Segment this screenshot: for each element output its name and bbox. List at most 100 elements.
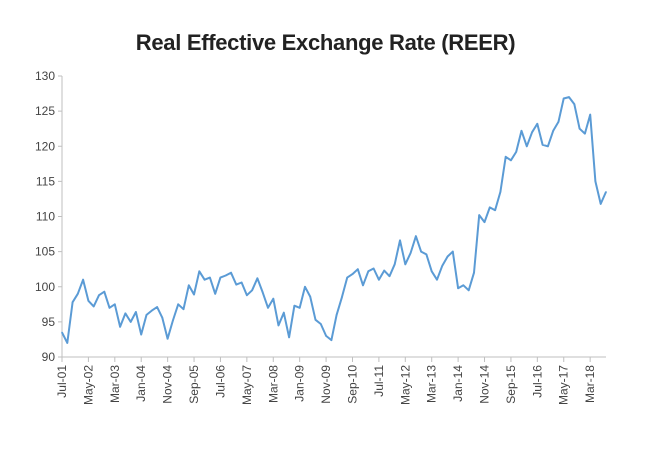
data-point — [230, 271, 232, 274]
y-tick-label: 125 — [35, 104, 55, 118]
data-point — [578, 127, 581, 130]
data-point — [504, 156, 507, 158]
x-tick-label: Jan-09 — [293, 365, 307, 402]
x-tick-label: Mar-18 — [583, 365, 597, 403]
data-point — [161, 316, 164, 319]
x-tick-label: Sep-10 — [345, 365, 359, 404]
series-line — [61, 96, 607, 344]
data-point — [188, 284, 190, 287]
data-point — [367, 270, 370, 273]
x-tick-label: Sep-15 — [504, 365, 518, 404]
x-tick-label: Nov-09 — [319, 365, 333, 404]
data-point — [124, 312, 127, 315]
y-tick-label: 95 — [42, 315, 56, 329]
data-point — [314, 319, 317, 321]
data-point — [362, 284, 364, 287]
data-point — [599, 203, 602, 205]
data-point — [277, 324, 280, 327]
x-tick-label: Nov-14 — [478, 365, 492, 404]
data-point — [182, 308, 185, 311]
data-point — [351, 273, 354, 275]
data-point — [404, 263, 407, 266]
data-point — [393, 263, 396, 266]
data-point — [177, 303, 179, 306]
x-tick-label: Sep-05 — [187, 365, 201, 404]
data-point — [309, 295, 312, 298]
data-point — [557, 120, 560, 123]
data-point — [515, 151, 517, 153]
data-point — [467, 289, 470, 292]
x-tick-label: Jan-14 — [451, 365, 465, 402]
data-point — [87, 300, 90, 302]
data-point — [335, 314, 338, 316]
data-point — [235, 283, 238, 286]
x-tick-label: May-12 — [398, 365, 412, 405]
data-point — [330, 339, 333, 341]
data-point — [420, 250, 422, 253]
data-point — [478, 214, 481, 216]
y-tick-label: 105 — [35, 245, 55, 259]
y-tick-label: 90 — [42, 350, 56, 364]
data-point — [388, 275, 391, 278]
x-tick-label: Jul-11 — [372, 365, 386, 397]
data-point — [140, 333, 142, 336]
data-point — [193, 293, 195, 296]
data-point — [415, 235, 417, 237]
data-point — [499, 191, 502, 193]
data-point — [219, 276, 222, 279]
data-point — [82, 278, 84, 281]
data-point — [246, 294, 248, 297]
x-tick-label: Nov-04 — [161, 365, 175, 404]
data-point — [92, 305, 95, 308]
data-point — [135, 311, 137, 313]
data-point — [151, 309, 153, 312]
y-tick-label: 100 — [35, 280, 55, 294]
data-point — [399, 239, 401, 242]
data-point — [562, 97, 565, 100]
data-point — [114, 303, 116, 306]
data-point — [568, 96, 570, 98]
x-tick-label: May-17 — [557, 365, 571, 405]
data-point — [298, 307, 301, 309]
data-point — [198, 270, 201, 273]
data-point — [119, 326, 121, 328]
data-point — [462, 284, 465, 287]
data-point — [71, 301, 74, 304]
data-point — [272, 297, 275, 300]
data-point — [77, 293, 79, 295]
x-tick-label: May-07 — [240, 365, 254, 405]
data-point — [531, 131, 533, 133]
chart-title: Real Effective Exchange Rate (REER) — [135, 30, 516, 55]
data-point — [541, 144, 544, 146]
data-point — [325, 335, 327, 337]
data-point — [584, 132, 586, 135]
data-point — [98, 294, 100, 297]
x-tick-label: Mar-13 — [425, 365, 439, 403]
data-point — [108, 307, 111, 309]
data-point — [283, 311, 285, 314]
data-point — [446, 255, 449, 258]
data-point — [240, 281, 243, 284]
data-point — [129, 321, 132, 323]
data-point — [473, 271, 475, 274]
data-point — [510, 159, 512, 162]
data-point — [483, 221, 486, 223]
data-point — [66, 342, 69, 344]
series-group — [61, 96, 607, 344]
data-point — [251, 289, 253, 292]
data-point — [441, 264, 444, 267]
x-tick-label: Mar-03 — [108, 365, 122, 403]
data-point — [457, 287, 459, 290]
data-point — [214, 293, 216, 295]
data-point — [61, 331, 63, 334]
data-point — [494, 209, 496, 211]
data-point — [589, 113, 591, 116]
y-axis: 90 95 100 105 110 115 120 125 130 — [35, 69, 63, 364]
data-point — [320, 323, 322, 325]
data-point — [256, 277, 259, 280]
data-point — [224, 274, 227, 277]
data-point — [409, 252, 412, 254]
y-tick-label: 110 — [36, 210, 55, 224]
data-point — [267, 307, 269, 309]
